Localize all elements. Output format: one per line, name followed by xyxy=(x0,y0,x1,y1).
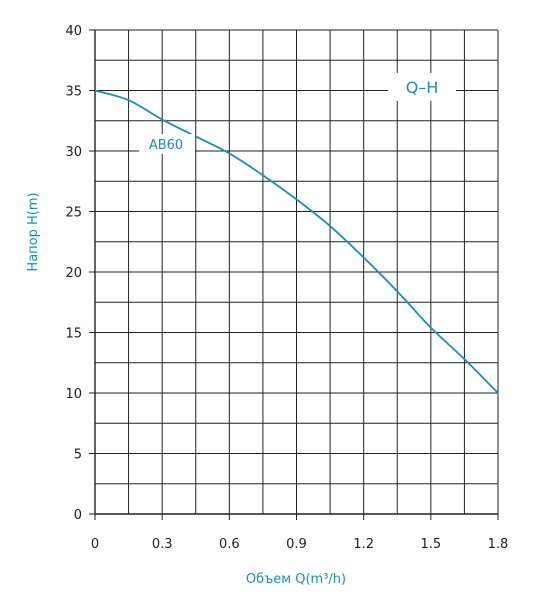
x-tick-label: 1.2 xyxy=(353,537,374,552)
grid xyxy=(94,29,499,515)
y-tick-label: 20 xyxy=(65,266,82,281)
y-tick-label: 40 xyxy=(65,24,82,39)
series-layer xyxy=(94,89,499,394)
y-tick-label: 25 xyxy=(65,206,82,221)
x-tick-label: 0.9 xyxy=(286,537,307,552)
series-label-ab60: AB60 xyxy=(149,138,183,153)
y-tick-label: 15 xyxy=(65,327,82,342)
chart-title: Q–H xyxy=(406,78,439,97)
y-tick-label: 0 xyxy=(74,508,82,523)
x-tick-label: 1.5 xyxy=(420,537,441,552)
y-tick-label: 35 xyxy=(65,85,82,100)
x-tick-label: 0 xyxy=(91,537,99,552)
x-tick-label: 0.6 xyxy=(219,537,240,552)
x-tick-label: 0.3 xyxy=(152,537,173,552)
y-tick-label: 5 xyxy=(74,448,82,463)
series-label-background xyxy=(139,134,195,154)
x-tick-label: 1.8 xyxy=(488,537,509,552)
y-tick-label: 10 xyxy=(65,387,82,402)
y-axis-label: Напор H(m) xyxy=(26,192,41,271)
y-tick-label: 30 xyxy=(65,145,82,160)
title-background xyxy=(388,73,456,101)
series-line-ab60 xyxy=(94,89,499,394)
x-tick-labels: 0 0.3 0.6 0.9 1.2 1.5 1.8 xyxy=(91,514,508,552)
x-axis-label: Объем Q(m³/h) xyxy=(246,572,346,587)
y-tick-labels: 0 5 10 15 20 25 30 35 40 xyxy=(65,24,95,523)
